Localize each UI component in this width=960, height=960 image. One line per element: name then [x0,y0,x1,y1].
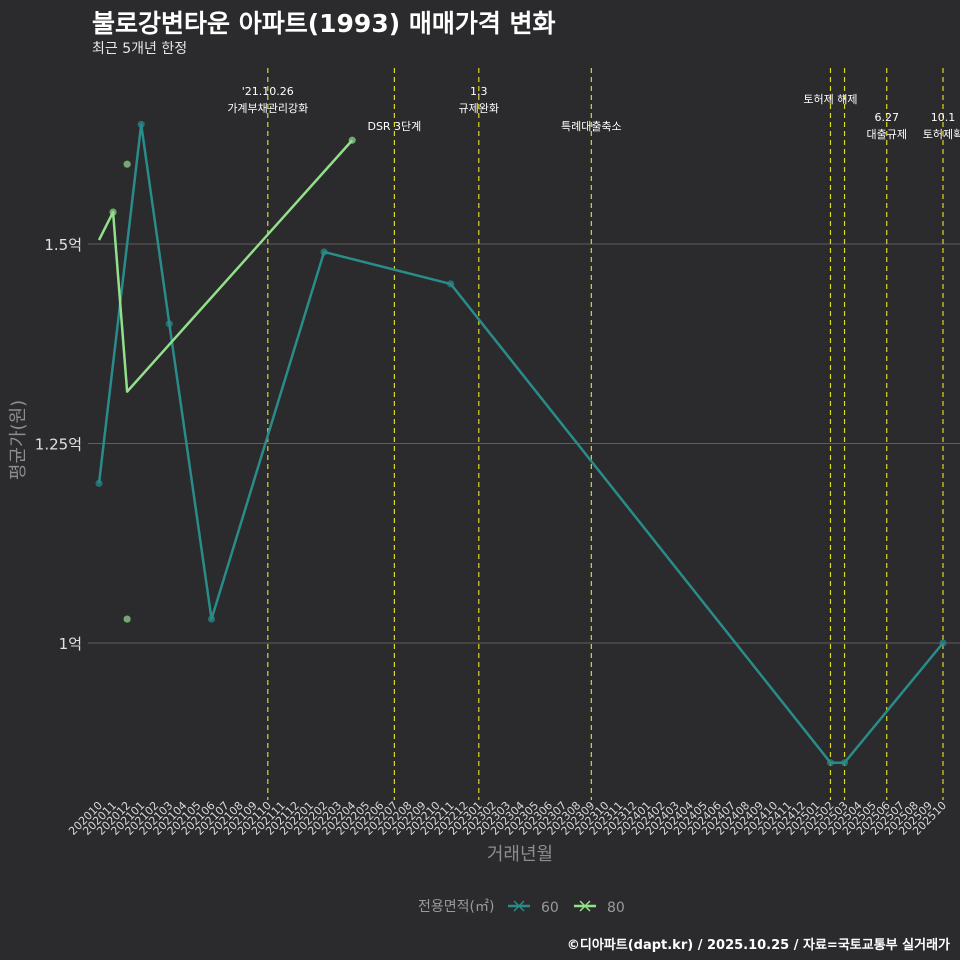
event-annotation: '21.10.26 [242,85,294,98]
legend-label-80: 80 [607,900,625,916]
event-lines [267,68,944,800]
event-annotation: 6.27 [874,111,899,124]
y-tick-label: 1.25억 [35,436,82,454]
series-points [95,120,947,767]
data-point-60 [165,320,173,328]
y-tick-label: 1.5억 [44,236,82,254]
data-point-60 [207,615,216,623]
x-axis-ticks: 2020102020112020122021012021022021032021… [66,799,949,838]
data-point-80 [109,208,117,216]
event-annotation: 규제완화 [459,102,499,115]
data-point-60 [320,248,328,256]
y-axis-ticks: 1억 1.25억 1.5억 [35,236,82,653]
event-annotation: 가계부채관리강화 [227,102,308,115]
legend-label-60: 60 [541,900,559,916]
chart-subtitle: 최근 5개년 한정 [92,41,188,57]
event-annotation: 대출규제 [866,128,906,141]
legend-key-marker-80 [579,900,591,912]
legend-key-marker-60 [513,900,525,912]
y-tick-label: 1억 [59,635,82,653]
legend-title: 전용면적(㎡) [418,899,494,915]
series-line-80 [97,139,354,393]
data-point-80 [123,615,131,623]
event-annotation: 1.3 [470,85,488,98]
gridlines [88,243,960,644]
event-annotation: DSR 3단계 [367,120,421,133]
data-point-60 [840,759,849,767]
data-point-80 [348,136,356,144]
event-annotation: 토허제확 [923,128,960,141]
data-point-60 [447,280,455,288]
y-axis-title: 평균가(원) [8,400,29,480]
chart-title: 불로강변타운 아파트(1993) 매매가격 변화 [92,9,556,38]
source-caption: ©디아파트(dapt.kr) / 2025.10.25 / 자료=국토교통부 실… [566,938,950,953]
data-point-60 [95,479,103,487]
data-point-60 [826,759,835,767]
event-annotation: 토허제 해제 [803,92,857,106]
data-point-60 [939,639,947,647]
event-annotation: 10.1 [931,111,956,124]
legend: 전용면적(㎡) 60 80 [418,899,625,916]
x-axis-title: 거래년월 [487,844,553,865]
event-annotation: 특례대출축소 [561,120,622,133]
data-point-80 [123,160,131,168]
data-point-60 [137,120,145,128]
